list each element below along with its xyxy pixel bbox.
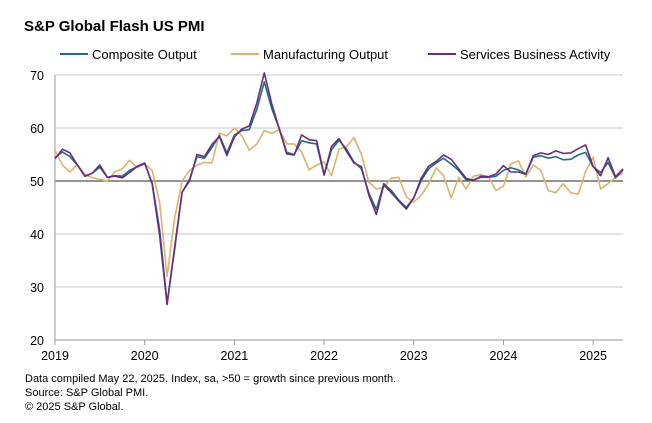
x-tick-label: 2020 (131, 349, 159, 363)
y-tick-label: 70 (30, 69, 44, 83)
x-tick-label: 2022 (310, 349, 338, 363)
series-line-composite-output (54, 81, 624, 304)
x-axis: 2019 2020 2021 2022 2023 2024 2025 (41, 340, 607, 363)
legend-label-composite-output: Composite Output (92, 47, 197, 62)
y-tick-label: 30 (30, 281, 44, 295)
series-line-manufacturing-output (54, 127, 624, 278)
x-tick-label: 2023 (400, 349, 428, 363)
x-tick-label: 2024 (490, 349, 518, 363)
chart-area: Composite Output Manufacturing Output Se… (30, 47, 624, 363)
footnote-copyright: © 2025 S&P Global. (25, 401, 124, 413)
y-tick-label: 40 (30, 228, 44, 242)
legend: Composite Output Manufacturing Output Se… (60, 47, 611, 62)
y-tick-label: 20 (30, 334, 44, 348)
footnote-data-compiled: Data compiled May 22, 2025. Index, sa, >… (25, 373, 397, 385)
x-tick-label: 2019 (41, 349, 69, 363)
chart-title: S&P Global Flash US PMI (24, 18, 205, 35)
legend-label-services-business-activity: Services Business Activity (460, 47, 611, 62)
y-tick-label: 50 (30, 175, 44, 189)
gridlines (54, 74, 623, 341)
y-tick-label: 60 (30, 122, 44, 136)
y-axis: 20 30 40 50 60 70 (30, 69, 44, 348)
footnote-source: Source: S&P Global PMI. (25, 387, 149, 399)
footnotes: Data compiled May 22, 2025. Index, sa, >… (25, 372, 396, 414)
x-tick-label: 2021 (220, 349, 248, 363)
x-tick-label: 2025 (579, 349, 607, 363)
series-lines (54, 72, 624, 306)
series-line-services-business-activity (54, 72, 624, 306)
legend-label-manufacturing-output: Manufacturing Output (263, 47, 388, 62)
